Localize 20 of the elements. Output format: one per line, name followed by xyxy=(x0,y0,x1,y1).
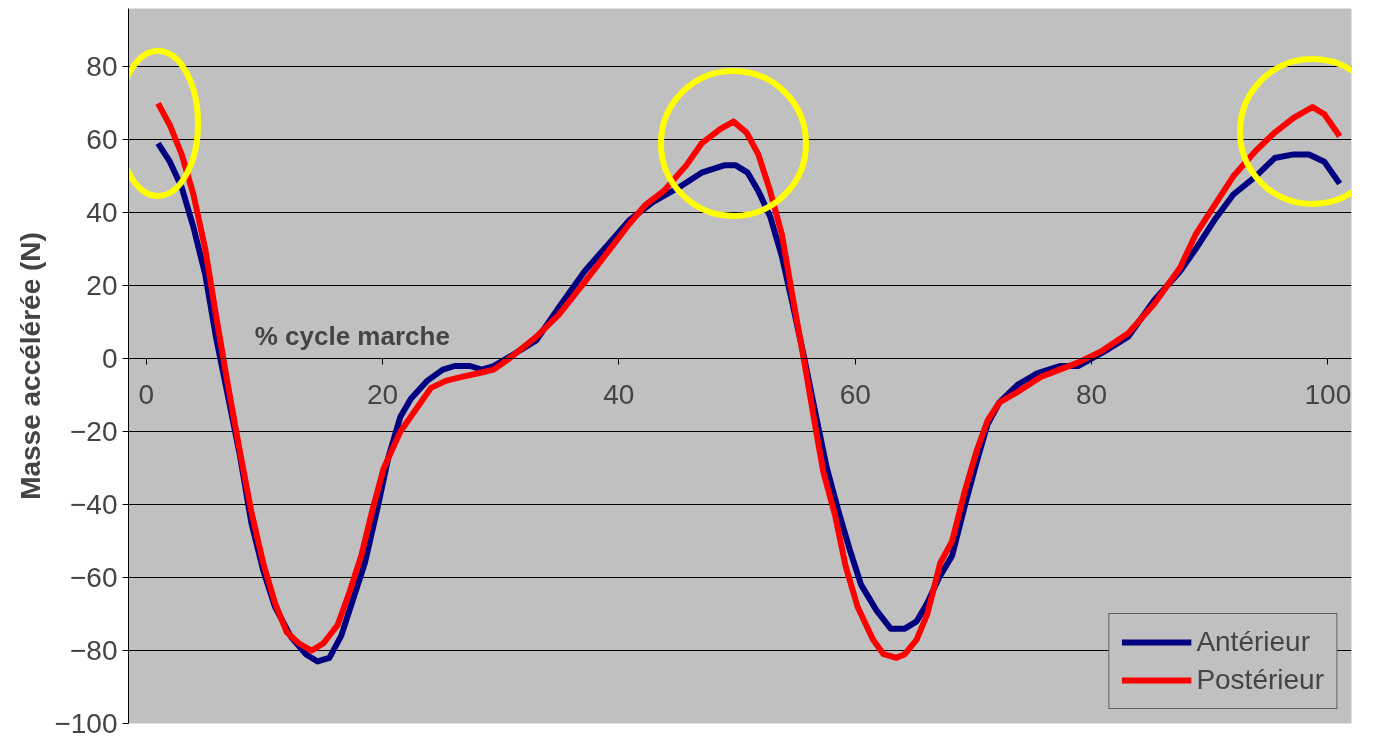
y-tick-label: 40 xyxy=(86,197,118,229)
x-tick-label: 100 xyxy=(1304,378,1352,410)
legend-label: Antérieur xyxy=(1196,626,1310,658)
y-tick-label: 80 xyxy=(86,51,118,83)
y-tick-label: 60 xyxy=(86,124,118,156)
y-tick-label: −100 xyxy=(54,708,118,739)
x-tick-label: 80 xyxy=(1075,378,1108,410)
legend-label: Postérieur xyxy=(1196,664,1324,696)
x-tick-label: 0 xyxy=(138,378,155,410)
x-tick-label: 40 xyxy=(603,378,635,410)
y-tick-label: −40 xyxy=(70,489,118,521)
y-tick-label: 20 xyxy=(86,270,118,302)
x-tick-label: 60 xyxy=(839,378,871,410)
y-tick-label: 0 xyxy=(101,343,118,375)
x-axis-title: % cycle marche xyxy=(254,320,450,351)
y-tick-label: −80 xyxy=(70,635,118,667)
y-tick-label: −60 xyxy=(70,562,118,594)
x-tick-label: 20 xyxy=(366,378,399,410)
y-axis-title: Masse accélérée (N) xyxy=(15,232,47,500)
y-tick-label: −20 xyxy=(70,416,118,448)
